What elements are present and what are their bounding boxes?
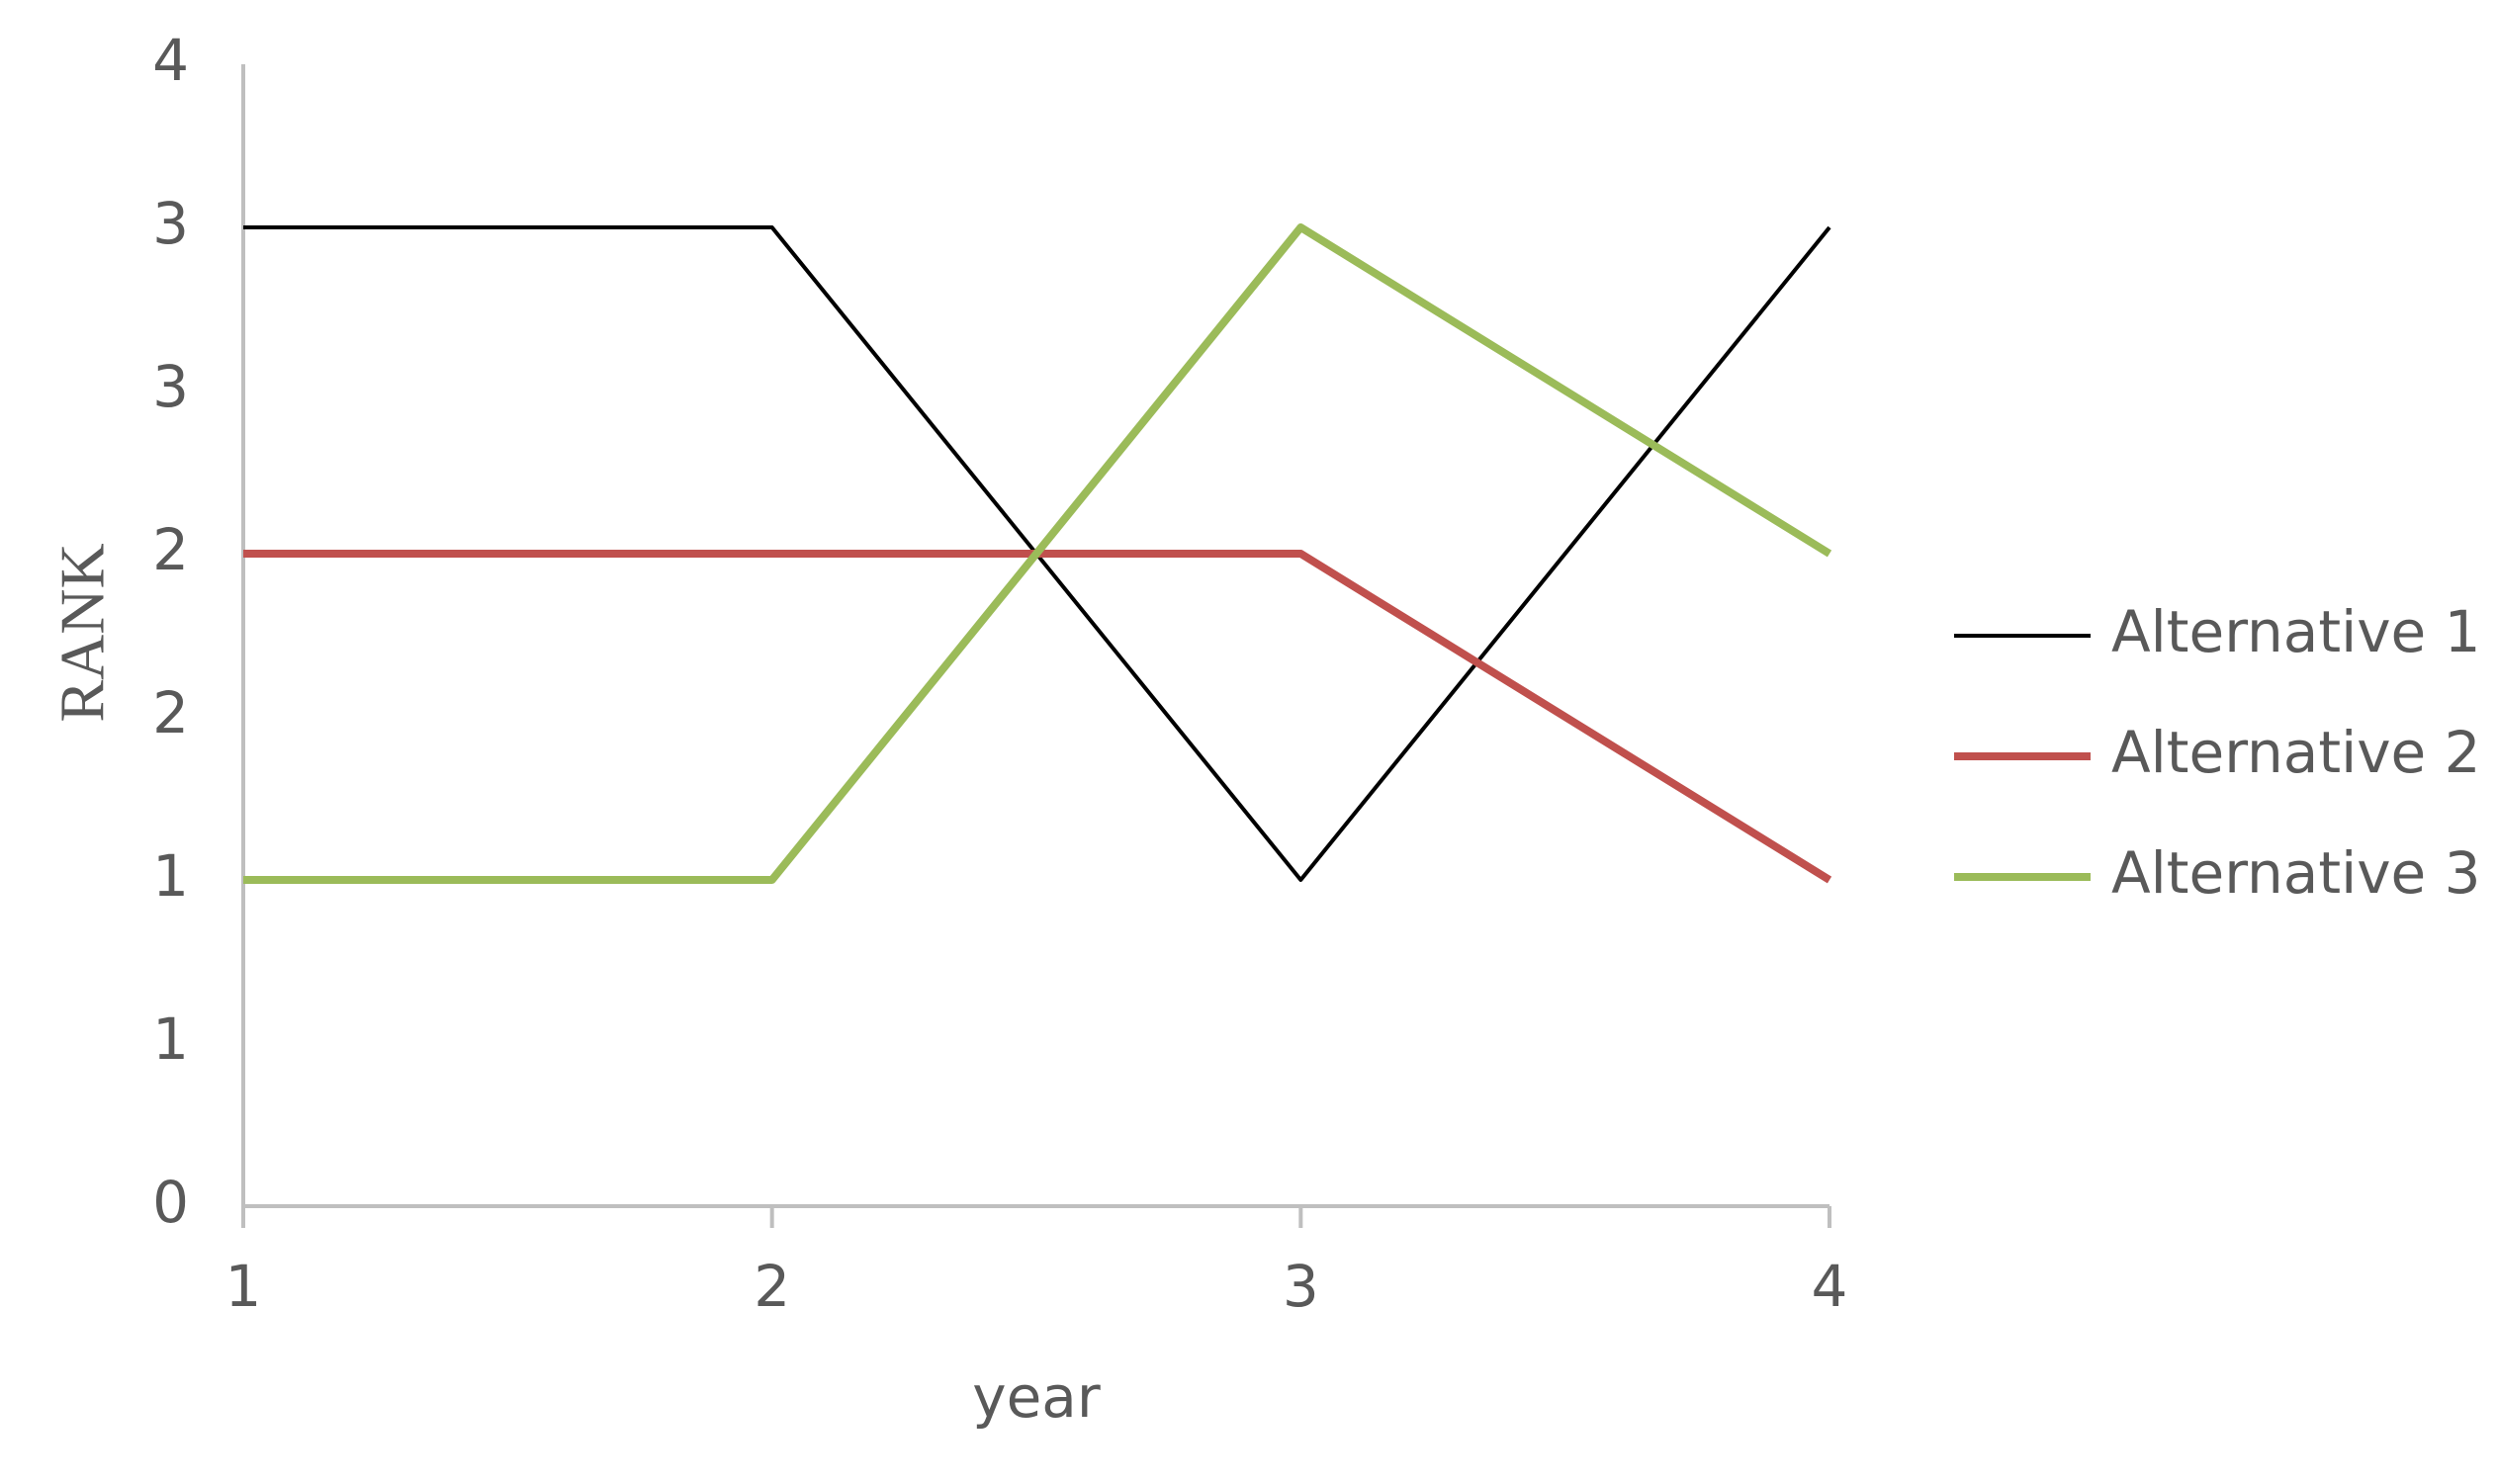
y-tick-label: 0 [152,1169,189,1236]
y-tick-label: 1 [152,842,189,910]
x-tick-label: 2 [754,1253,790,1320]
x-axis-label: year [972,1363,1101,1431]
x-tick-label: 1 [225,1253,262,1320]
series-line [243,550,1832,884]
y-tick-label: 3 [152,190,189,257]
y-tick-label: 2 [152,679,189,746]
y-tick-label: 4 [152,27,189,94]
series-line [243,223,1832,884]
y-axis-label: RANK [47,543,118,722]
legend-label: Alternative 1 [2111,598,2481,665]
legend-label: Alternative 2 [2111,719,2481,786]
y-tick-label: 3 [152,353,189,420]
y-tick-label: 1 [152,1005,189,1073]
x-tick-label: 3 [1283,1253,1319,1320]
x-tick-label: 4 [1812,1253,1848,1320]
legend-label: Alternative 3 [2111,839,2481,907]
y-tick-label: 2 [152,516,189,583]
